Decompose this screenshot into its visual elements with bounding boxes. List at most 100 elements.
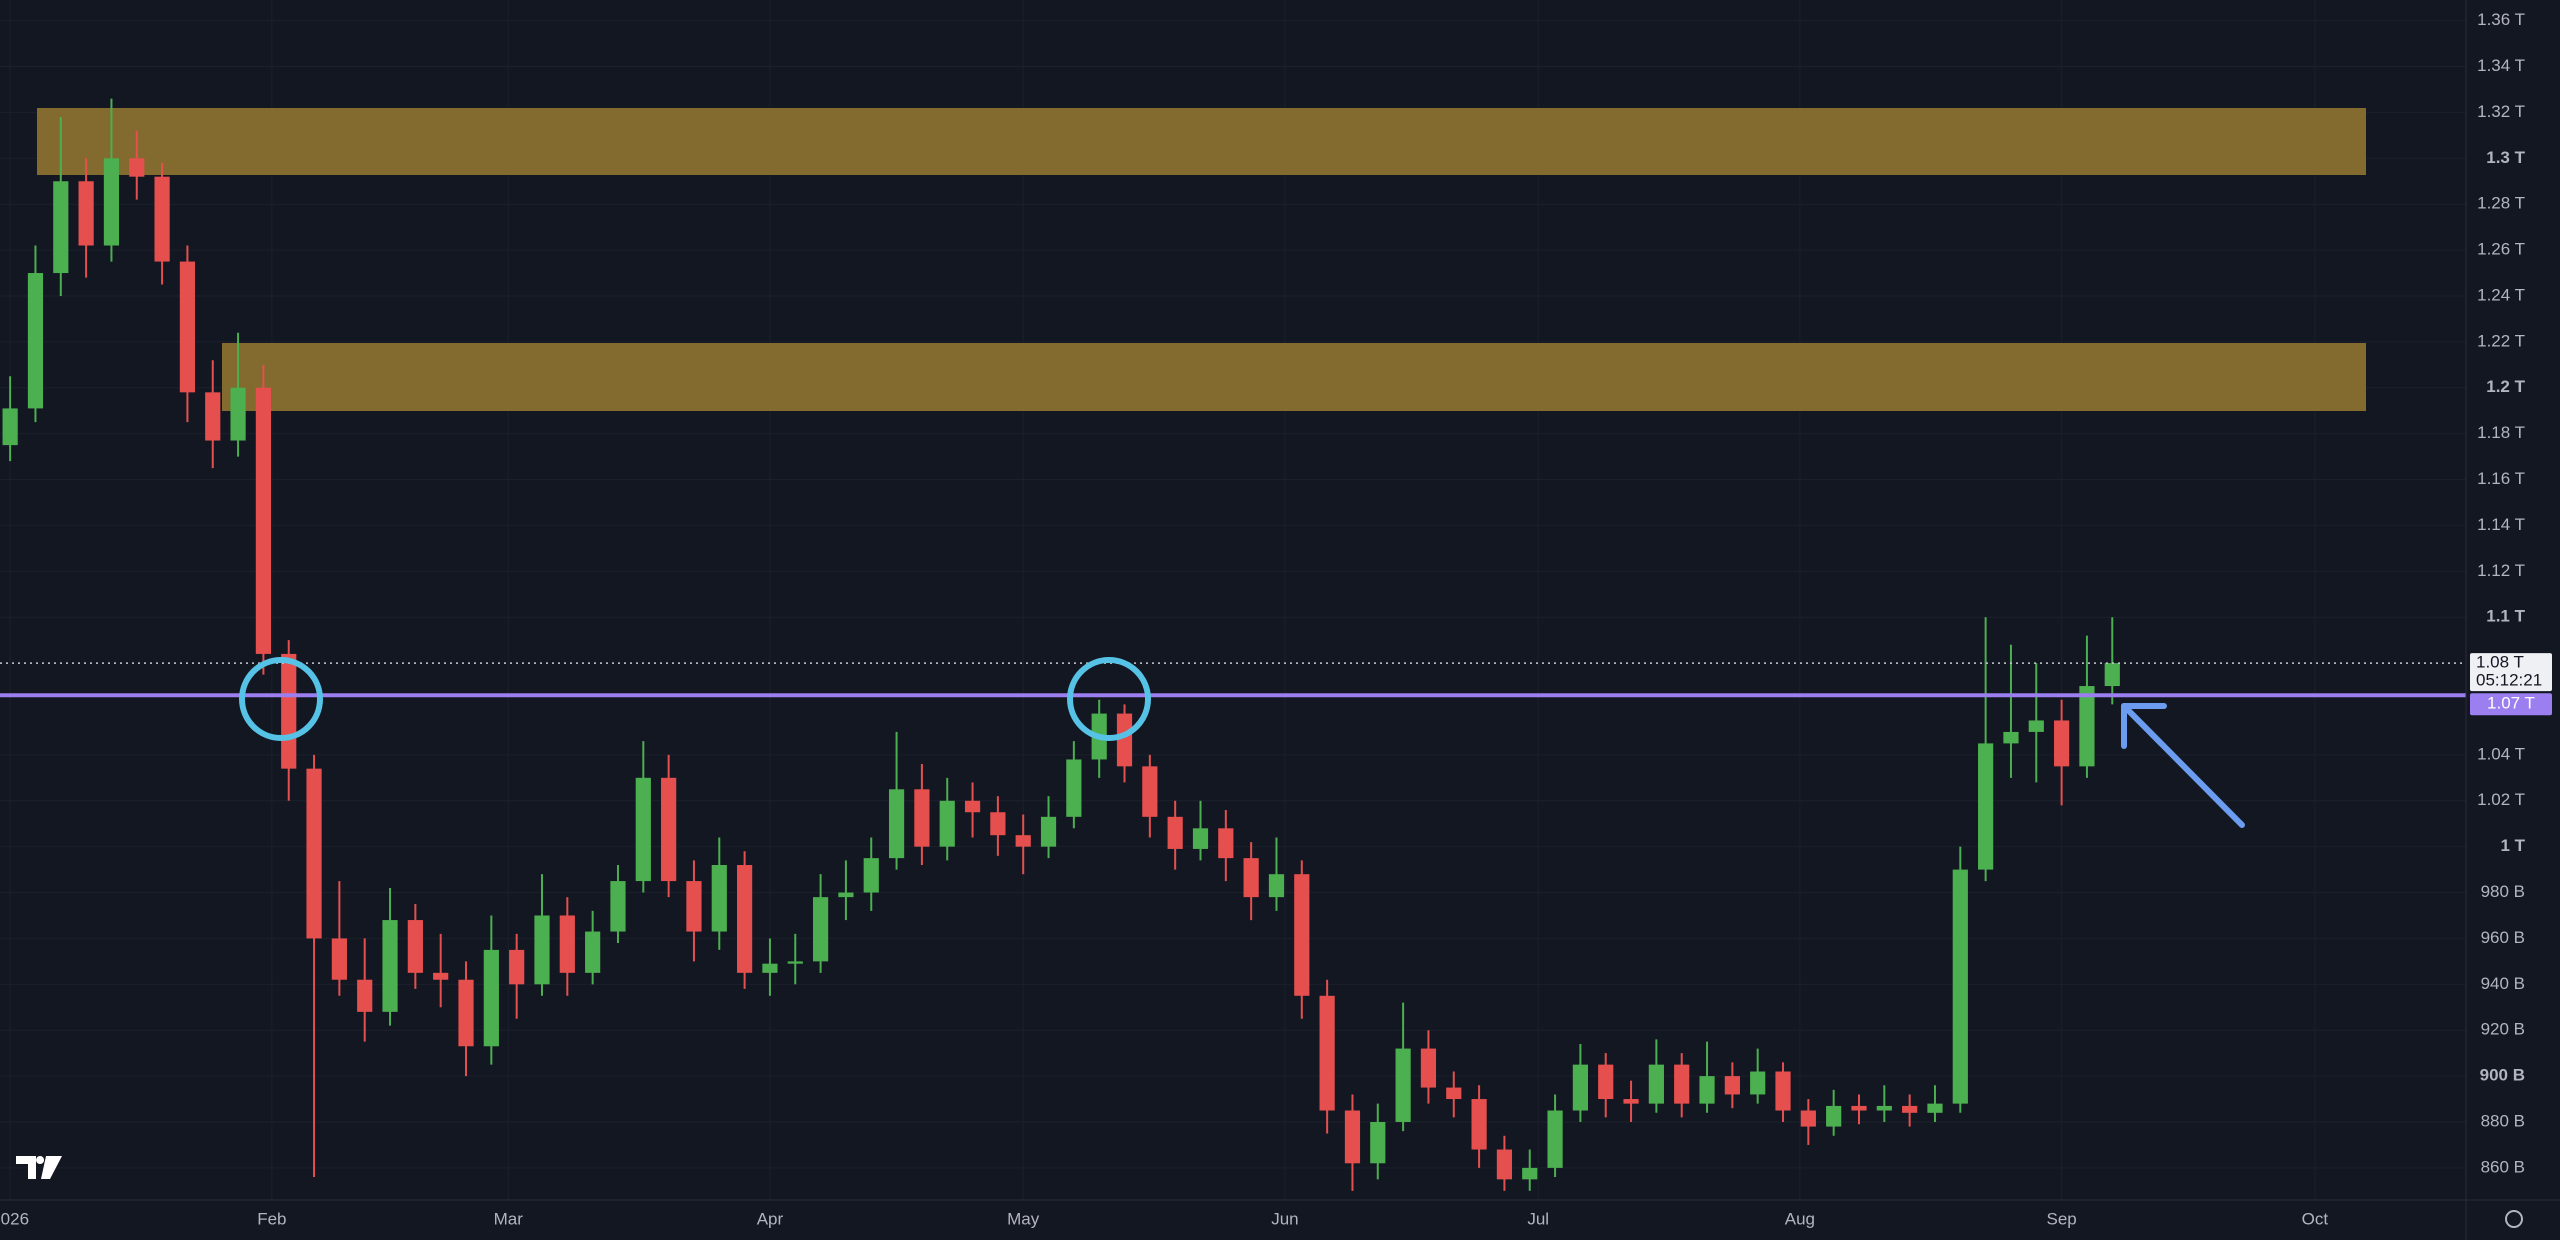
candle-body bbox=[635, 777, 651, 882]
y-tick-label: 1.26 T bbox=[2477, 240, 2525, 259]
y-tick-label: 1.36 T bbox=[2477, 10, 2525, 29]
candle-body bbox=[1724, 1076, 1740, 1095]
y-tick-label: 980 B bbox=[2481, 882, 2525, 901]
candle-body bbox=[458, 979, 474, 1047]
candle-body bbox=[559, 915, 575, 973]
candle-body bbox=[357, 979, 373, 1012]
y-tick-label: 860 B bbox=[2481, 1157, 2525, 1176]
last-price-label: 1.08 T bbox=[2476, 653, 2524, 672]
candle-body bbox=[2028, 720, 2044, 732]
candle-body bbox=[53, 181, 69, 274]
resistance-zone bbox=[222, 343, 2366, 411]
candle-body bbox=[2, 408, 18, 446]
resistance-zone bbox=[37, 108, 2366, 175]
y-tick-label: 1.34 T bbox=[2477, 56, 2525, 75]
candle-body bbox=[1800, 1110, 1816, 1127]
logo bbox=[16, 1156, 62, 1179]
candle-body bbox=[1750, 1071, 1766, 1095]
x-tick-label: Sep bbox=[2046, 1209, 2076, 1228]
candle-body bbox=[1218, 828, 1234, 859]
x-tick-label: Jun bbox=[1271, 1209, 1298, 1228]
candle-body bbox=[939, 800, 955, 847]
candle-body bbox=[331, 938, 347, 980]
candle-body bbox=[1648, 1064, 1664, 1104]
y-tick-label: 940 B bbox=[2481, 974, 2525, 993]
highlight-circle bbox=[1067, 657, 1151, 741]
x-tick-label: 2026 bbox=[0, 1209, 29, 1228]
candle-body bbox=[2079, 686, 2095, 767]
candle-body bbox=[509, 949, 525, 985]
candles bbox=[0, 98, 2466, 1191]
candle-body bbox=[1876, 1105, 1892, 1111]
candle-body bbox=[382, 920, 398, 1012]
candle-body bbox=[762, 963, 778, 973]
candle-body bbox=[812, 897, 829, 962]
settings-icon[interactable] bbox=[2505, 1210, 2523, 1228]
y-tick-label: 1.2 T bbox=[2486, 377, 2525, 396]
candle-body bbox=[964, 800, 981, 813]
candle-body bbox=[1268, 874, 1285, 898]
candle-body bbox=[1522, 1167, 1538, 1180]
y-tick-label: 1.02 T bbox=[2477, 790, 2525, 809]
candle-body bbox=[888, 789, 905, 859]
x-tick-label: May bbox=[1007, 1209, 1040, 1228]
candle-body bbox=[914, 789, 930, 847]
candle-body bbox=[306, 768, 322, 939]
y-tick-label: 1.32 T bbox=[2477, 102, 2525, 121]
candle-body bbox=[78, 181, 94, 246]
candle-body bbox=[1826, 1105, 1842, 1127]
y-tick-label: 1.18 T bbox=[2477, 423, 2525, 442]
candle-body bbox=[1851, 1105, 1867, 1111]
x-tick-label: Mar bbox=[494, 1209, 524, 1228]
y-tick-label: 1.22 T bbox=[2477, 331, 2525, 350]
candle-body bbox=[1699, 1076, 1715, 1104]
candle-body bbox=[838, 892, 854, 898]
candle-body bbox=[1775, 1071, 1791, 1111]
candle-body bbox=[585, 931, 601, 973]
y-tick-label: 920 B bbox=[2481, 1020, 2525, 1039]
candle-body bbox=[407, 920, 423, 973]
candle-body bbox=[1040, 816, 1057, 847]
candle-body bbox=[255, 387, 271, 654]
candle-body bbox=[1598, 1064, 1614, 1100]
x-tick-label: Aug bbox=[1785, 1209, 1815, 1228]
candle-body bbox=[1370, 1121, 1386, 1164]
candle-body bbox=[534, 915, 550, 985]
candle-body bbox=[1319, 995, 1335, 1111]
y-tick-label: 1.3 T bbox=[2486, 148, 2525, 167]
axes: 1.36 T 1.34 T 1.32 T 1.3 T 1.28 T 1.26 T 1.24 … bbox=[0, 10, 2552, 1228]
candle-body bbox=[1142, 766, 1158, 817]
candle-body bbox=[433, 972, 449, 980]
y-tick-label: 960 B bbox=[2481, 928, 2525, 947]
level-label-bg bbox=[2470, 693, 2552, 716]
candle-body bbox=[1471, 1099, 1487, 1150]
candle-body bbox=[205, 392, 221, 441]
candle-body bbox=[1167, 816, 1183, 849]
candle-body bbox=[230, 387, 246, 441]
candle-body bbox=[2054, 720, 2070, 767]
candle-body bbox=[1902, 1105, 1918, 1113]
candle-body bbox=[129, 158, 145, 177]
candle-body bbox=[2104, 663, 2120, 687]
candle-body bbox=[686, 881, 702, 932]
candle-body bbox=[1623, 1099, 1639, 1104]
x-tick-label: Apr bbox=[757, 1209, 784, 1228]
candle-body bbox=[179, 261, 196, 393]
highlight-circle bbox=[239, 657, 323, 741]
candle-body bbox=[1294, 874, 1310, 996]
candle-body bbox=[27, 273, 44, 409]
y-tick-label: 1.14 T bbox=[2477, 515, 2525, 534]
candle-body bbox=[154, 176, 170, 262]
y-tick-label: 1.16 T bbox=[2477, 469, 2525, 488]
grid bbox=[0, 0, 2466, 1200]
candle-body bbox=[1446, 1087, 1462, 1100]
candle-body bbox=[787, 961, 803, 964]
x-tick-label: Oct bbox=[2302, 1209, 2329, 1228]
level-label: 1.07 T bbox=[2487, 694, 2535, 713]
y-tick-label: 1.04 T bbox=[2477, 744, 2525, 763]
candle-body bbox=[1496, 1149, 1513, 1180]
x-tick-label: Feb bbox=[257, 1209, 286, 1228]
y-tick-label: 880 B bbox=[2481, 1111, 2525, 1130]
